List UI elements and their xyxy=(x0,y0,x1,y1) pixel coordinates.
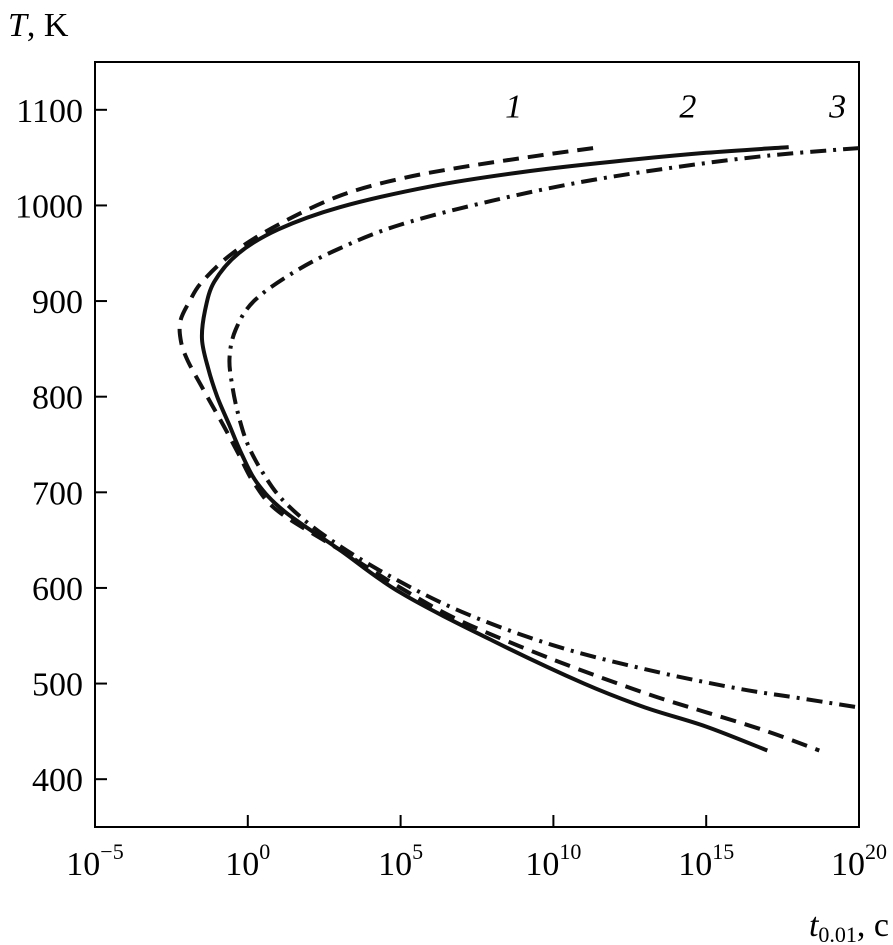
series-label-1: 1 xyxy=(505,88,522,125)
series-group xyxy=(177,145,860,753)
y-tick-label: 1100 xyxy=(16,93,83,130)
series-labels: 1 2 3 xyxy=(505,88,846,125)
y-tick-label: 1000 xyxy=(15,188,83,225)
series-label-3: 3 xyxy=(828,88,846,125)
y-axis-label: T, K xyxy=(8,7,69,44)
x-axis-label-sub: 0.01 xyxy=(818,922,857,945)
x-tick-exponent: 0 xyxy=(259,839,270,864)
x-tick-exponent: 20 xyxy=(865,839,887,864)
x-tick-exponent: 10 xyxy=(559,839,581,864)
series-label-2: 2 xyxy=(679,88,696,125)
x-tick-base: 10 xyxy=(66,846,100,883)
x-tick-base: 10 xyxy=(831,846,865,883)
x-tick-label: 105 xyxy=(378,839,423,883)
x-tick-base: 10 xyxy=(678,846,712,883)
x-tick-exponent: −5 xyxy=(100,839,123,864)
series-line-3 xyxy=(227,146,860,710)
y-tick-label: 600 xyxy=(32,571,83,608)
y-axis-label-var: T xyxy=(8,7,29,44)
y-tick-label: 400 xyxy=(32,762,83,799)
series-line-1 xyxy=(177,146,820,753)
y-axis-label-unit: , K xyxy=(27,7,69,44)
x-tick-label: 1010 xyxy=(525,839,581,883)
x-tick-label: 10−5 xyxy=(66,839,123,883)
y-tick-label: 900 xyxy=(32,284,83,321)
x-tick-label: 1020 xyxy=(831,839,887,883)
y-tick-label: 800 xyxy=(32,380,83,417)
y-ticks: 400 500 600 700 800 900 1000 1100 xyxy=(15,93,107,799)
x-tick-exponent: 5 xyxy=(412,839,423,864)
x-axis-label-var: t xyxy=(809,907,820,944)
x-ticks: 10−5 100 105 1010 1015 1020 xyxy=(66,815,887,883)
y-tick-label: 700 xyxy=(32,475,83,512)
x-tick-label: 100 xyxy=(225,839,270,883)
plot-frame xyxy=(94,61,860,828)
series-line-2 xyxy=(199,145,789,753)
x-tick-base: 10 xyxy=(225,846,259,883)
x-axis-label-unit: , c xyxy=(857,907,889,944)
y-tick-label: 500 xyxy=(32,667,83,704)
x-tick-exponent: 15 xyxy=(712,839,734,864)
x-tick-base: 10 xyxy=(378,846,412,883)
x-tick-base: 10 xyxy=(525,846,559,883)
x-axis-label: t0.01, c xyxy=(809,907,889,945)
x-tick-label: 1015 xyxy=(678,839,734,883)
